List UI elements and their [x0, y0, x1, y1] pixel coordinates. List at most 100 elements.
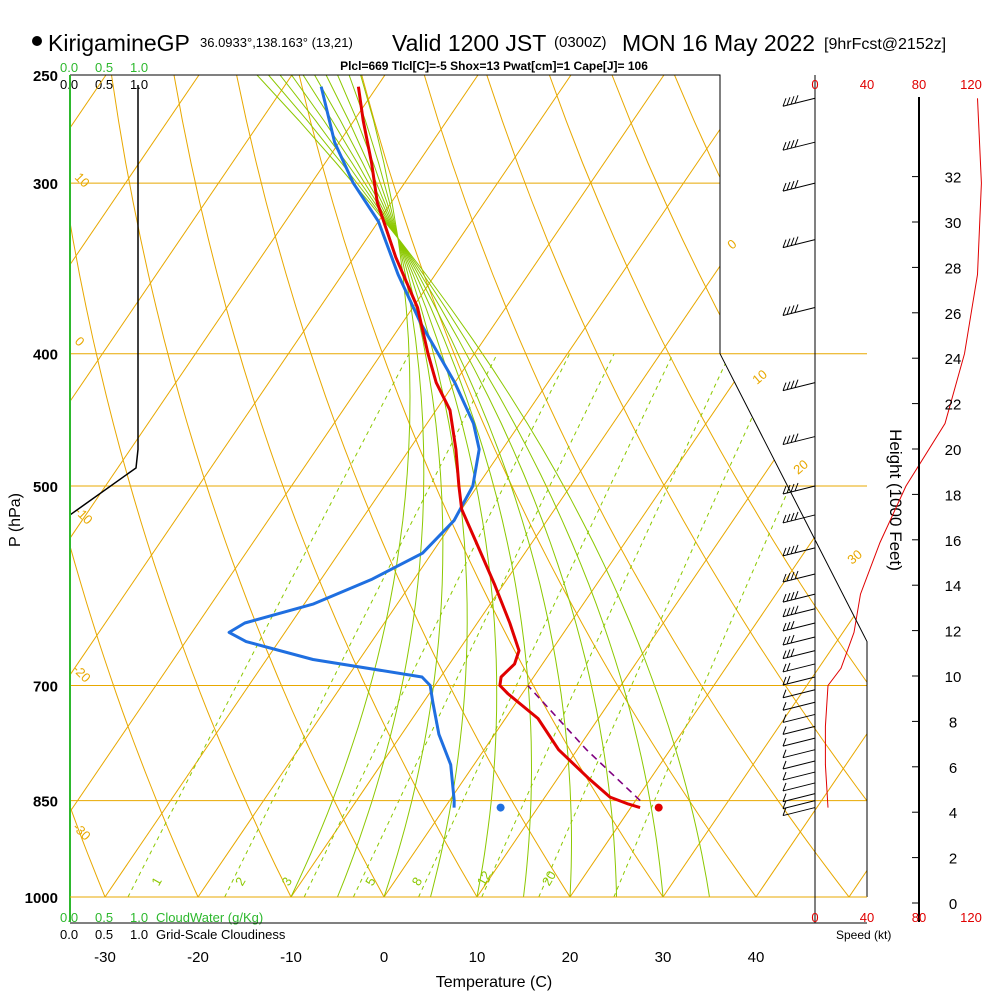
- x-tick--20: -20: [187, 949, 209, 966]
- valid-time: Valid 1200 JST: [392, 30, 546, 56]
- wind-barb-1: [782, 800, 816, 810]
- isotherm--70: [70, 75, 293, 897]
- dry-adiabat--10: [70, 75, 307, 897]
- height-tick-24: 24: [945, 351, 962, 368]
- dry-adiabat-label-3: -20: [70, 662, 94, 686]
- cloudiness-trace: [69, 85, 139, 516]
- dry-adiabat-120: [861, 75, 867, 897]
- wind-barb-16: [782, 620, 816, 632]
- mixing-ratio-label-1: 1: [148, 875, 165, 889]
- dry-adiabat-10: [173, 75, 495, 897]
- isotherm-50: [848, 75, 867, 897]
- wind-barb-17: [782, 605, 816, 618]
- mixing-ratio-12: [538, 353, 782, 897]
- height-tick-28: 28: [945, 260, 962, 277]
- wind-barb-19: [782, 570, 816, 583]
- wind-barb-5: [782, 760, 816, 770]
- valid-date: MON 16 May 2022: [622, 30, 815, 56]
- x-tick-0: 0: [380, 949, 388, 966]
- dry-adiabat-label-4: -30: [70, 820, 94, 844]
- moist-adiabat-35: [256, 75, 715, 897]
- mixing-ratio-label-12: 12: [474, 868, 494, 888]
- mixing-ratio-label-8: 8: [409, 875, 426, 889]
- height-tick-8: 8: [949, 714, 957, 731]
- dry-adiabat--30: [70, 75, 118, 897]
- wind-barb-7: [782, 737, 816, 747]
- wind-barb-8: [782, 725, 816, 735]
- cloud-scale-top-2: 1.0: [130, 60, 148, 75]
- pressure-tick-700: 700: [33, 679, 58, 696]
- wind-barb-14: [782, 648, 816, 660]
- station-dot: [32, 36, 42, 46]
- cloudwater-label: CloudWater (g/Kg): [156, 910, 263, 925]
- speed-tick-top-120: 120: [960, 77, 982, 92]
- wind-barb-11: [782, 689, 816, 699]
- wind-barb-4: [782, 771, 816, 781]
- pressure-tick-500: 500: [33, 479, 58, 496]
- height-tick-10: 10: [945, 669, 962, 686]
- speed-tick-top-0: 0: [811, 77, 818, 92]
- isotherm-label-10: 10: [749, 367, 770, 388]
- pressure-tick-400: 400: [33, 347, 58, 364]
- x-tick-10: 10: [469, 949, 486, 966]
- mixing-ratio-8: [481, 353, 731, 897]
- pressure-tick-1000: 1000: [25, 890, 58, 907]
- dry-adiabat-70: [548, 75, 867, 897]
- speed-tick-bottom-80: 80: [912, 910, 926, 925]
- wind-barb-6: [782, 749, 816, 759]
- surface-temperature-point: [654, 803, 663, 812]
- x-tick-30: 30: [655, 949, 672, 966]
- x-tick-40: 40: [748, 949, 765, 966]
- dry-adiabat-label-0: 10: [72, 170, 93, 191]
- cloud-scale-bottom-2: 1.0: [130, 910, 148, 925]
- moist-adiabat-25: [279, 75, 618, 897]
- parcel-path: [527, 684, 641, 802]
- mixing-ratio-3: [352, 353, 615, 897]
- mixing-ratio-20: [613, 353, 850, 897]
- moist-adiabat-5: [325, 75, 468, 897]
- cloudiness-scale-top-2: 1.0: [130, 77, 148, 92]
- speed-axis-title: Speed (kt): [836, 928, 891, 942]
- dry-adiabat-label-2: -10: [72, 504, 96, 528]
- wind-barb-29: [782, 95, 816, 107]
- zulu-time: (0300Z): [554, 34, 607, 51]
- surface-dewpoint-point: [496, 803, 505, 812]
- wind-barb-21: [782, 511, 816, 524]
- wind-barb-13: [782, 662, 816, 673]
- mixing-ratio-label-3: 3: [278, 875, 295, 889]
- wind-barb-25: [782, 304, 816, 316]
- wind-barb-18: [782, 590, 816, 603]
- wind-barb-22: [782, 482, 816, 495]
- plot-frame: [70, 74, 868, 897]
- isotherm-40: [755, 75, 867, 897]
- height-tick-32: 32: [945, 170, 962, 187]
- cloudiness-scale-bottom-2: 1.0: [130, 927, 148, 942]
- mixing-ratio-label-5: 5: [362, 875, 379, 889]
- height-tick-16: 16: [945, 533, 962, 550]
- x-tick--30: -30: [94, 949, 116, 966]
- moist-adiabat-15: [302, 75, 533, 897]
- cloudiness-label: Grid-Scale Cloudiness: [156, 927, 286, 942]
- cloud-scale-bottom: 0.0 0.5 1.0 CloudWater (g/Kg) 0.0 0.5 1.…: [60, 910, 286, 942]
- thermo-lines: [0, 75, 867, 897]
- wind-barb-2: [782, 793, 816, 803]
- cloud-scale-top: 0.0 0.5 1.0 0.0 0.5 1.0: [60, 60, 148, 92]
- moist-adiabat-20: [291, 75, 573, 897]
- wind-barb-23: [782, 433, 816, 446]
- wind-barb-20: [782, 544, 816, 557]
- height-tick-26: 26: [945, 306, 962, 323]
- speed-tick-bottom-40: 40: [860, 910, 874, 925]
- isotherm--100: [0, 75, 13, 897]
- speed-tick-top-40: 40: [860, 77, 874, 92]
- height-tick-4: 4: [949, 805, 957, 822]
- cloudiness-scale-top-1: 0.5: [95, 77, 113, 92]
- height-tick-22: 22: [945, 397, 962, 414]
- moist-adiabat-10: [314, 75, 498, 897]
- wind-barb-0: [782, 807, 816, 817]
- dry-adiabat-0: [111, 75, 401, 897]
- station-coords: 36.0933°,138.163° (13,21): [200, 35, 353, 50]
- height-axis-title: Height (1000 Feet): [886, 429, 905, 571]
- isotherm-label-0: 0: [724, 236, 739, 252]
- dry-adiabat-60: [486, 75, 867, 897]
- wind-barb-27: [782, 179, 816, 192]
